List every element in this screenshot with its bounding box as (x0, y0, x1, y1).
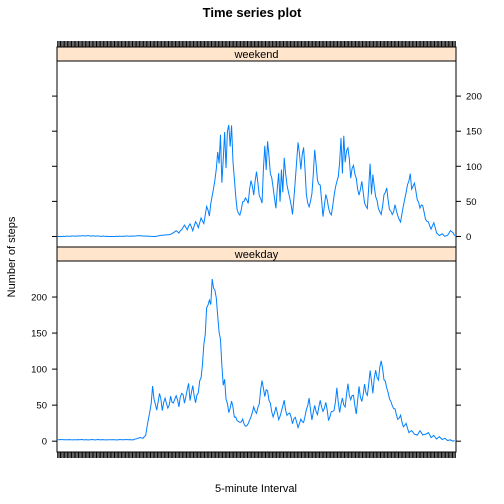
y-tick-label-weekday: 150 (31, 329, 47, 340)
x-axis-label: 5-minute Interval (215, 483, 297, 495)
panel-frame-weekday (56, 260, 457, 453)
x-axis-ticks (57, 41, 456, 458)
panel-frame-weekend (56, 60, 457, 248)
series-line-weekend (56, 124, 456, 238)
y-axis-label: Number of steps (6, 216, 18, 297)
y-tick-label-weekend: 0 (466, 232, 471, 243)
series-line-weekday (56, 278, 455, 442)
panels: weekend 0 50 100 150 200 weekday 0 50 100 150 200 (31, 46, 482, 453)
y-tick-label-weekday: 50 (36, 401, 47, 412)
chart-title: Time series plot (203, 5, 302, 20)
y-tick-label-weekend: 200 (466, 92, 482, 103)
panel-weekday: weekday 0 50 100 150 200 (31, 246, 461, 453)
y-tick-label-weekend: 50 (466, 197, 477, 208)
panel-weekend: weekend 0 50 100 150 200 (52, 46, 482, 248)
strip-label-weekday: weekday (234, 249, 279, 261)
y-tick-label-weekend: 100 (466, 162, 482, 173)
y-tick-label-weekday: 0 (42, 437, 47, 448)
y-tick-label-weekday: 200 (31, 293, 47, 304)
y-tick-label-weekday: 100 (31, 365, 47, 376)
strip-label-weekend: weekend (233, 49, 278, 61)
y-tick-label-weekend: 150 (466, 127, 482, 138)
